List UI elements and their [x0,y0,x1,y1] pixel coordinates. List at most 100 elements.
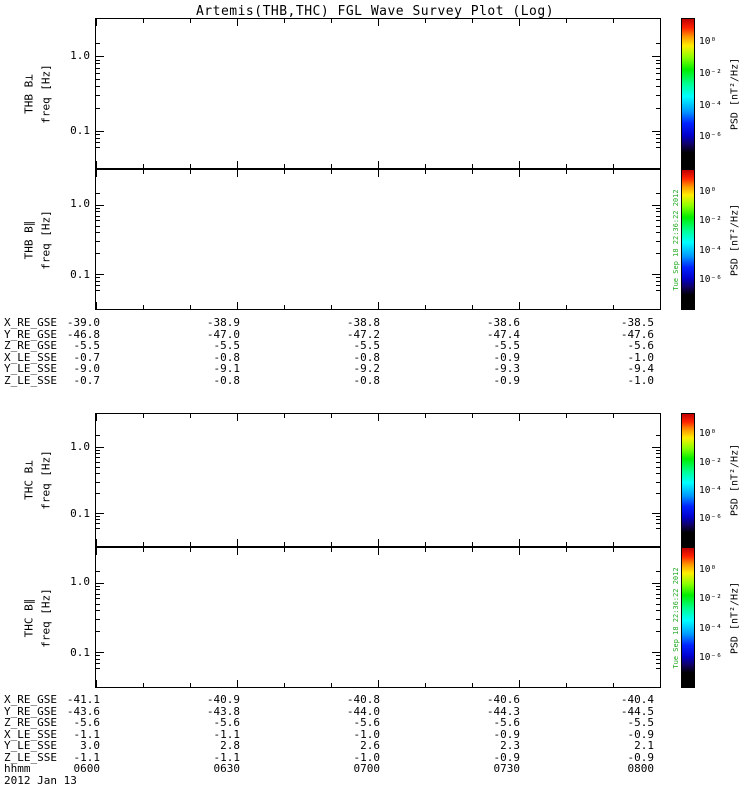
tick-mark [96,19,97,26]
ephemeris-value: -0.9 [493,727,521,741]
tick-mark [660,161,661,168]
tick-mark [96,523,100,525]
ephemeris-row: Z_RE_GSE -5.6 -5.6 -5.6 -5.6 -5.5 [0,717,750,729]
tick-mark [96,280,100,282]
ephemeris-label: Y_RE_GSE [4,704,57,718]
tick-mark [331,170,332,174]
y-tick-label: 0.1 [70,267,90,281]
ephemeris-value: -1.1 [213,750,241,764]
colorbar-axis-label: PSD [nT²/Hz] [729,443,741,517]
y-axis-title: THC B∥ [22,598,36,637]
ephemeris-row: X_LE_SSE -1.1 -1.1 -1.0 -0.9 -0.9 [0,727,750,741]
tick-mark [656,481,660,483]
ephemeris-label: Z_LE_SSE [4,750,57,764]
tick-mark [96,539,97,546]
tick-mark [519,19,520,26]
tick-mark [656,277,660,279]
tick-mark [656,663,660,665]
tick-mark [656,134,660,136]
ephemeris-value: -0.8 [353,373,381,387]
colorbar-axis-label: PSD [nT²/Hz] [729,581,741,654]
tick-mark [660,539,661,546]
ephemeris-value: 2.8 [220,739,240,752]
ephemeris-value: -0.9 [493,373,521,387]
panel-thc-bperp: THC B⊥ freq [Hz] 1.0 0.1 10⁰ 10⁻² 10⁻⁴ 1… [0,413,750,547]
colorbar-tick-label: 10⁻⁶ [699,652,722,664]
tick-mark [656,585,660,587]
tick-mark [237,539,238,546]
colorbar-tick-label: 10⁻⁴ [699,484,722,496]
ephemeris-value: -41.1 [66,693,100,706]
date-row: 2012 Jan 13 [0,773,750,787]
tick-mark [656,593,660,595]
tick-mark [425,683,426,687]
tick-mark [331,542,332,546]
tick-mark [378,539,379,546]
tick-mark [656,232,660,234]
ephemeris-value: -0.9 [627,750,655,764]
ephemeris-value: -40.8 [346,693,380,706]
tick-mark [656,493,660,495]
tick-mark [656,78,660,80]
tick-mark [284,19,285,23]
tick-mark [378,680,379,687]
colorbar-tick-label: 10⁻² [699,456,722,468]
ephemeris-value: 2.6 [360,739,380,752]
ephemeris-value: -1.0 [627,373,655,387]
tick-mark [190,164,191,168]
tick-mark [96,461,100,463]
ephemeris-value: -1.1 [73,750,101,764]
tick-mark [96,582,104,584]
ephemeris-value: 2.3 [500,739,520,752]
tick-mark [656,453,660,455]
tick-mark [472,170,473,174]
tick-mark [656,95,660,97]
tick-mark [378,161,379,168]
tick-mark [656,225,660,227]
tick-mark [472,305,473,309]
tick-mark [96,527,100,529]
tick-mark [96,598,100,600]
tick-mark [190,19,191,23]
time-axis-row: hhmm 0600 0630 0700 0730 0800 [0,763,750,775]
tick-mark [190,542,191,546]
ephemeris-label: Y_RE_GSE [4,327,57,341]
tick-mark [143,164,144,168]
y-tick-label: 1.0 [70,575,90,589]
tick-mark [425,305,426,309]
tick-mark [96,593,100,595]
tick-mark [652,447,660,448]
tick-mark [96,211,100,213]
tick-mark [96,85,100,87]
tick-mark [566,683,567,687]
tick-mark [96,95,100,97]
tick-mark [656,142,660,144]
date-label: 2012 Jan 13 [4,773,77,787]
tick-mark [378,170,379,177]
ephemeris-value: -5.6 [73,716,101,729]
tick-mark [656,527,660,529]
tick-mark [472,542,473,546]
ephemeris-value: -38.6 [486,316,520,329]
tick-mark [613,414,614,418]
ephemeris-value: -5.5 [353,339,381,352]
tick-mark [660,414,661,421]
tick-mark [656,589,660,591]
ephemeris-label: Z_RE_GSE [4,716,57,729]
tick-mark [96,215,100,217]
timestamp-watermark: Tue Sep 18 22:36:22 2012 [672,566,680,669]
ephemeris-block-thc: X_RE_GSE -41.1 -40.9 -40.8 -40.6 -40.4 Y… [0,694,750,786]
ephemeris-value: -9.0 [73,362,101,375]
tick-mark [566,170,567,174]
tick-mark [237,548,238,555]
tick-mark [190,170,191,174]
tick-mark [613,683,614,687]
tick-mark [96,220,100,222]
tick-mark [656,570,660,572]
tick-mark [190,683,191,687]
tick-mark [96,450,100,452]
tick-mark [656,457,660,459]
colorbar-tick-label: 10⁻⁴ [699,244,722,256]
tick-mark [96,619,100,621]
tick-mark [566,548,567,552]
